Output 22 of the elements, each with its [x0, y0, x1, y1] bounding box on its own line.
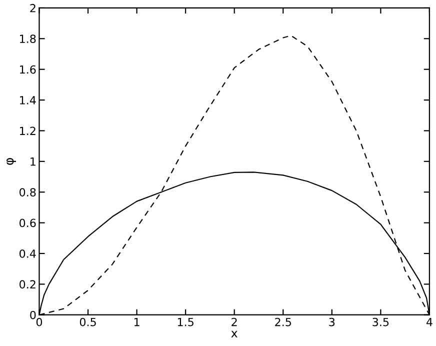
y-tick-label: 0.2 [20, 280, 36, 289]
x-tick-label: 0.5 [80, 318, 96, 326]
y-axis-title: φ [6, 158, 16, 165]
y-tick-label: 0.8 [20, 188, 36, 196]
x-axis-title: x [231, 330, 238, 338]
y-tick-label: 0.4 [20, 249, 36, 258]
y-tick-label: 1 [30, 158, 36, 166]
y-tick-label: 1.8 [20, 34, 36, 44]
x-tick-label: 1.5 [178, 318, 194, 326]
x-tick-label: 3 [329, 318, 335, 326]
x-tick-label: 1 [134, 318, 140, 326]
x-tick-label: 3.5 [372, 318, 389, 326]
y-tick-label: 0.6 [20, 218, 36, 228]
x-tick-label: 2.5 [275, 318, 291, 326]
y-tick-label: 1.4 [20, 96, 36, 104]
y-tick-label: 2 [30, 4, 36, 12]
y-tick-label: 1.6 [20, 65, 36, 74]
x-tick-label: 2 [232, 318, 237, 326]
y-tick-label: 1.2 [20, 126, 36, 135]
y-tick-label: 0 [30, 310, 36, 320]
x-tick-label: 0 [36, 318, 42, 326]
x-tick-label: 4 [426, 318, 432, 326]
